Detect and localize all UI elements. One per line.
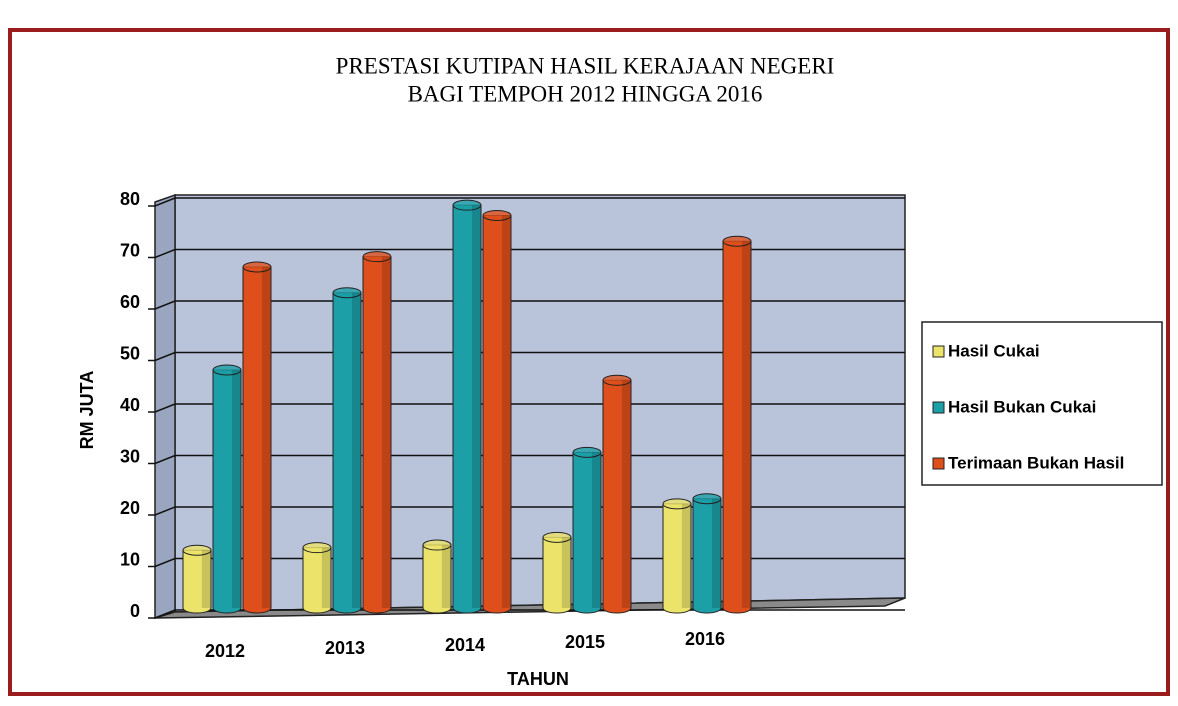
bar <box>362 256 392 614</box>
bar-top <box>362 251 392 263</box>
grid-line <box>148 506 905 516</box>
bar-shade <box>501 215 511 608</box>
bar <box>242 266 272 614</box>
legend-swatch <box>932 401 945 414</box>
y-tick-label: 20 <box>120 498 140 518</box>
y-tick-label: 70 <box>120 240 140 260</box>
bar-shade <box>261 266 271 608</box>
bar-shade <box>321 547 331 608</box>
bar <box>692 498 722 614</box>
bar <box>212 369 242 614</box>
bar <box>602 379 632 614</box>
chart-subtitle: BAGI TEMPOH 2012 HINGGA 2016 <box>408 81 763 106</box>
side-wall <box>154 193 176 620</box>
bar <box>662 503 692 614</box>
y-tick-label: 0 <box>130 601 140 621</box>
grid-line <box>148 197 905 207</box>
bar-top <box>572 446 602 458</box>
bar-top <box>212 364 242 376</box>
bar <box>182 549 212 614</box>
x-tick-label: 2014 <box>445 635 485 655</box>
y-tick-label: 10 <box>120 549 140 569</box>
x-tick-label: 2012 <box>205 641 245 661</box>
bar-shade <box>231 369 241 608</box>
y-tick-label: 30 <box>120 446 140 466</box>
legend-swatch <box>932 345 945 358</box>
bar-top <box>662 498 692 510</box>
chart-title: PRESTASI KUTIPAN HASIL KERAJAAN NEGERI <box>336 53 835 78</box>
bar-top <box>722 235 752 247</box>
bar-top <box>542 531 572 543</box>
bar-top <box>302 542 332 554</box>
bar-top <box>452 199 482 211</box>
bar-shade <box>681 503 691 608</box>
x-tick-label: 2016 <box>685 629 725 649</box>
bar <box>542 536 572 614</box>
bar-shade <box>711 498 721 608</box>
bar-shade <box>621 380 631 608</box>
grid-line <box>148 557 905 568</box>
x-tick-label: 2015 <box>565 632 605 652</box>
bar-shade <box>201 550 211 608</box>
bar-top <box>692 493 722 505</box>
grid-line <box>148 403 905 413</box>
y-tick-label: 80 <box>120 189 140 209</box>
bar-shade <box>591 452 601 608</box>
legend-label: Terimaan Bukan Hasil <box>948 453 1124 472</box>
legend-swatch <box>932 457 945 470</box>
grid-line <box>148 248 905 259</box>
bar <box>482 214 512 614</box>
bar-top <box>602 374 632 386</box>
grid-line <box>148 351 905 362</box>
bar-shade <box>441 545 451 608</box>
bar-shade <box>351 292 361 608</box>
x-axis-label: TAHUN <box>507 669 569 689</box>
bar-top <box>422 539 452 551</box>
y-axis-label: RM JUTA <box>77 371 97 450</box>
legend-label: Hasil Bukan Cukai <box>948 397 1096 416</box>
legend-label: Hasil Cukai <box>948 341 1040 360</box>
bar-top <box>332 287 362 299</box>
y-tick-label: 60 <box>120 292 140 312</box>
y-tick-label: 50 <box>120 343 140 363</box>
bar-shade <box>381 256 391 608</box>
bar <box>332 292 362 614</box>
bar-shade <box>741 241 751 608</box>
bar <box>422 544 452 614</box>
bar <box>302 547 332 614</box>
y-tick-label: 40 <box>120 395 140 415</box>
grid-line <box>148 454 905 465</box>
grid-line <box>148 300 905 310</box>
x-tick-label: 2013 <box>325 638 365 658</box>
bar-top <box>182 544 212 556</box>
grid-line <box>148 609 905 619</box>
bar-top <box>242 261 272 273</box>
bar-shade <box>471 205 481 608</box>
bar <box>722 240 752 614</box>
bar <box>452 204 482 614</box>
legend <box>921 321 1163 486</box>
bar-top <box>482 209 512 221</box>
bar-shade <box>561 537 571 608</box>
bar <box>572 451 602 614</box>
